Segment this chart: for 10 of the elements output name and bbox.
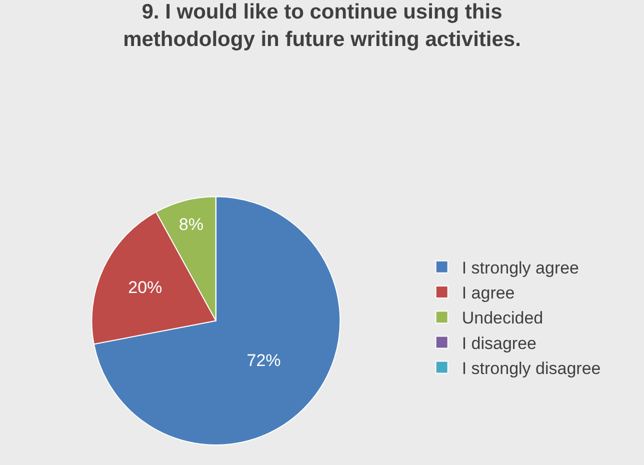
chart-title: 9. I would like to continue using this methodology in future writing activities. (123, 0, 521, 51)
legend-label: I strongly agree (462, 258, 580, 278)
data-label: 8% (178, 214, 204, 234)
data-label: 20% (128, 278, 162, 297)
legend-label: Undecided (462, 308, 544, 328)
legend-label: I strongly disagree (462, 358, 601, 378)
pie-slice (93, 196, 341, 446)
legend-label: I agree (462, 284, 515, 303)
data-label: 72% (246, 350, 281, 370)
legend-label: I disagree (462, 334, 537, 353)
